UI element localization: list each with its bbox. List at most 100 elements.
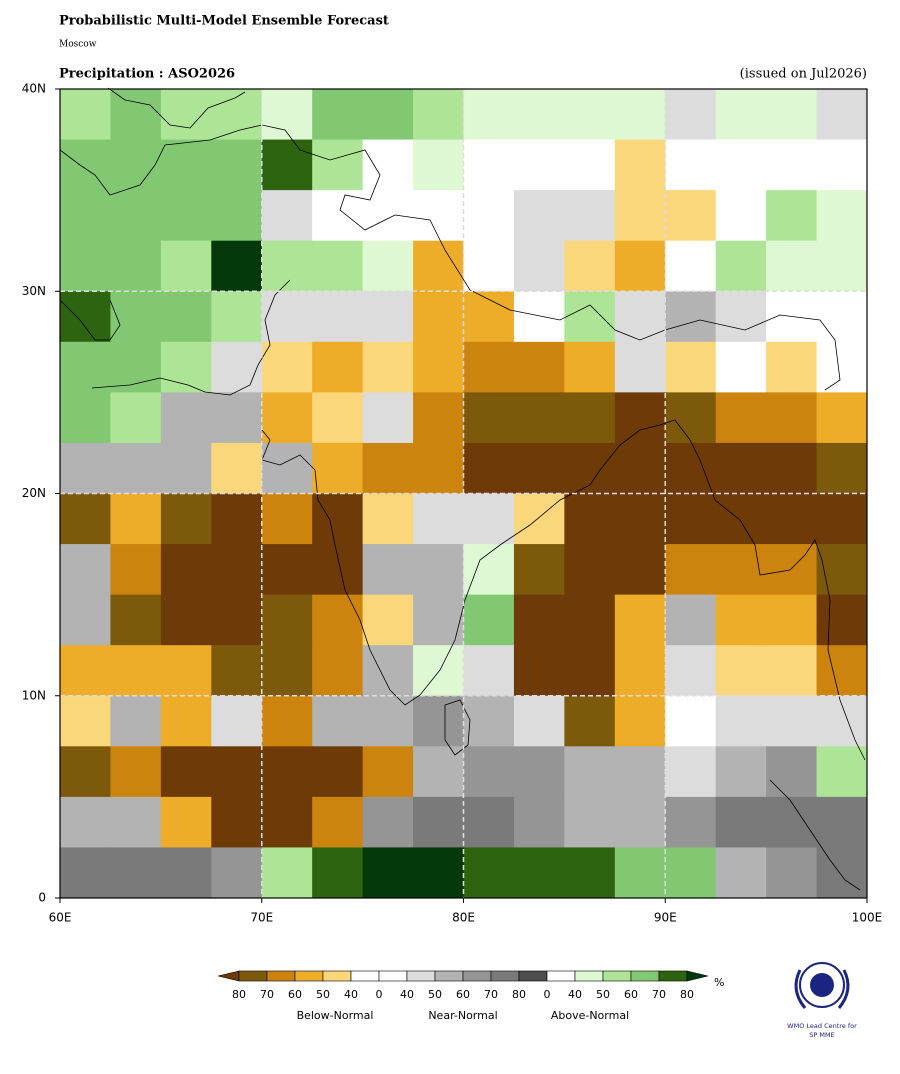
cell [413, 594, 464, 646]
cell [614, 139, 666, 191]
y-tick-label: 0 [38, 891, 46, 905]
colorbar-tick-label: 70 [484, 988, 498, 1001]
cell [463, 847, 515, 899]
cell [312, 240, 364, 292]
y-tick-label: 30N [22, 284, 46, 298]
colorbar-box [546, 970, 576, 982]
cell [463, 139, 515, 191]
cell [614, 847, 666, 899]
cell [362, 746, 414, 798]
cell [564, 493, 616, 545]
colorbar-box [658, 970, 688, 982]
cell [766, 139, 818, 191]
cell [413, 493, 464, 545]
cell [211, 847, 263, 899]
cell [60, 796, 111, 848]
colorbar-tick-label: 40 [568, 988, 582, 1001]
cell [463, 746, 515, 798]
cell [463, 493, 515, 545]
cell [110, 594, 162, 646]
cell [312, 594, 364, 646]
cell [211, 139, 263, 191]
cell [665, 746, 717, 798]
cell [211, 493, 263, 545]
cell [513, 190, 565, 242]
cell [413, 695, 464, 747]
cell [261, 544, 313, 596]
cell [564, 89, 616, 141]
cell [715, 695, 767, 747]
cell [60, 341, 111, 393]
cell [816, 544, 868, 596]
x-tick-label: 80E [452, 911, 475, 925]
cell [816, 240, 868, 292]
colorbar-tick-label: 0 [376, 988, 383, 1001]
cell [816, 645, 868, 697]
cell [211, 695, 263, 747]
cell [261, 291, 313, 343]
cell [766, 796, 818, 848]
cell [715, 291, 767, 343]
cell [463, 544, 515, 596]
cell [513, 291, 565, 343]
cell [160, 190, 212, 242]
cell [60, 645, 111, 697]
cell [564, 594, 616, 646]
cell [362, 139, 414, 191]
cell [766, 89, 818, 141]
coast [444, 699, 471, 756]
cell [362, 645, 414, 697]
colorbar-tick-label: 70 [260, 988, 274, 1001]
cell [564, 645, 616, 697]
cell [110, 645, 162, 697]
cell [513, 493, 565, 545]
cell [110, 746, 162, 798]
coast [59, 279, 866, 761]
colorbar-tip [217, 970, 240, 982]
cell [665, 240, 717, 292]
cell [766, 544, 818, 596]
cell [513, 796, 565, 848]
cell [60, 544, 111, 596]
cell [715, 240, 767, 292]
colorbar-box [266, 970, 296, 982]
cell [513, 341, 565, 393]
cell [160, 139, 212, 191]
cell [261, 190, 313, 242]
cell [766, 847, 818, 899]
cell [312, 291, 364, 343]
cell [110, 544, 162, 596]
cell [564, 442, 616, 494]
colorbar-box [294, 970, 324, 982]
cell [261, 442, 313, 494]
cell [160, 695, 212, 747]
cell [766, 190, 818, 242]
cell [614, 291, 666, 343]
colorbar-group: Above-Normal [551, 1009, 629, 1022]
cell [463, 240, 515, 292]
colorbar-box [490, 970, 520, 982]
cell [211, 645, 263, 697]
x-tick-label: 90E [654, 911, 677, 925]
x-tick-label: 100E [852, 911, 883, 925]
cell [60, 291, 111, 343]
cell [362, 190, 414, 242]
cell [614, 796, 666, 848]
cell [766, 392, 818, 444]
cell [211, 594, 263, 646]
cell [816, 442, 868, 494]
cell [564, 544, 616, 596]
subtitle: Moscow [59, 40, 97, 50]
cell [110, 392, 162, 444]
cell [60, 847, 111, 899]
cell [312, 645, 364, 697]
cell [463, 796, 515, 848]
cell [362, 442, 414, 494]
cell [312, 847, 364, 899]
colorbar-box [378, 970, 408, 982]
cell [110, 493, 162, 545]
cell [110, 291, 162, 343]
cell [211, 746, 263, 798]
cell [766, 341, 818, 393]
map-frame [59, 88, 868, 899]
